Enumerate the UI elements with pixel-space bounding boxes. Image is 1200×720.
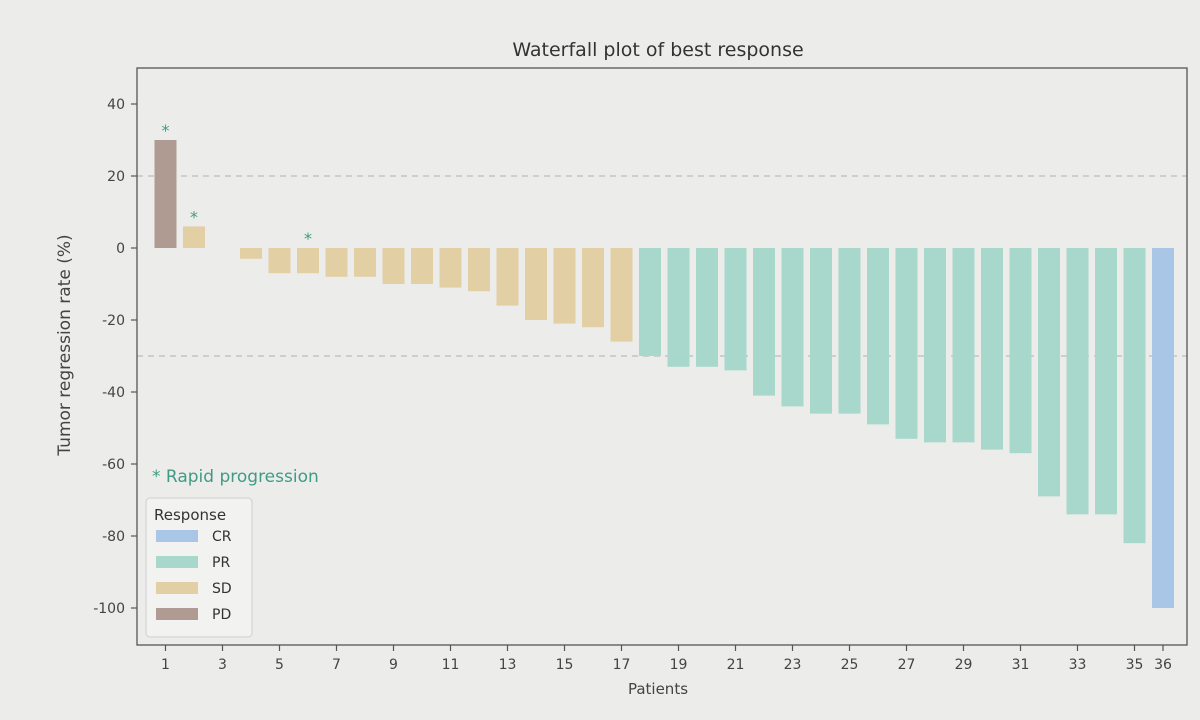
y-tick-label: 0	[116, 241, 125, 257]
y-axis-ticks: 40 20 0 -20 -40 -60 -80 -100	[93, 97, 137, 617]
legend-swatch-pr	[156, 556, 198, 568]
bar-patient-32	[1038, 248, 1060, 497]
bar-patient-18	[639, 248, 661, 356]
rapid-progression-marker: *	[162, 121, 170, 140]
bar-patient-28	[924, 248, 946, 443]
x-axis-ticks: 1 3 5 7 9 11 13 15 17 19 21 23 25 27 29 31 33 35 36	[161, 645, 1172, 673]
legend-entries: CR PR SD PD	[156, 529, 232, 623]
x-tick-label: 36	[1154, 657, 1172, 673]
x-tick-label: 7	[332, 657, 341, 673]
x-tick-label: 21	[727, 657, 745, 673]
bar-patient-1	[154, 140, 177, 248]
bar-patient-13	[496, 248, 519, 306]
y-tick-label: 20	[107, 169, 125, 185]
bar-patient-7	[325, 248, 348, 277]
y-tick-label: 40	[107, 97, 125, 113]
bar-patient-16	[582, 248, 604, 328]
y-tick-label: -20	[102, 313, 125, 329]
bar-patient-2	[183, 226, 205, 248]
x-tick-label: 13	[499, 657, 517, 673]
bar-patient-24	[810, 248, 832, 414]
chart-title: Waterfall plot of best response	[512, 39, 803, 61]
legend-title: Response	[154, 506, 226, 524]
bar-patient-4	[240, 248, 262, 259]
bar-patient-15	[553, 248, 576, 324]
legend-label-pd: PD	[212, 607, 231, 623]
bar-patient-10	[411, 248, 433, 284]
y-axis-label: Tumor regression rate (%)	[55, 234, 75, 456]
bar-patient-12	[468, 248, 490, 292]
x-tick-label: 19	[670, 657, 688, 673]
bar-patient-35	[1123, 248, 1146, 544]
legend: Response CR PR SD PD	[145, 497, 253, 638]
legend-swatch-cr	[156, 530, 198, 542]
bar-patient-29	[952, 248, 975, 443]
x-tick-label: 11	[442, 657, 460, 673]
rapid-progression-annotation: * Rapid progression	[152, 467, 319, 487]
x-axis-label: Patients	[628, 680, 688, 698]
legend-swatch-pd	[156, 608, 198, 620]
bar-patient-8	[354, 248, 376, 277]
bar-patient-17	[610, 248, 633, 342]
bars	[154, 140, 1174, 608]
legend-label-sd: SD	[212, 581, 232, 597]
bar-patient-6	[297, 248, 319, 274]
bar-patient-31	[1009, 248, 1032, 454]
x-tick-label: 25	[841, 657, 859, 673]
bar-patient-11	[439, 248, 462, 288]
x-tick-label: 5	[275, 657, 284, 673]
bar-patient-19	[667, 248, 690, 367]
x-tick-label: 29	[955, 657, 973, 673]
bar-patient-26	[867, 248, 889, 425]
bar-patient-22	[753, 248, 775, 396]
x-tick-label: 17	[613, 657, 631, 673]
bar-patient-33	[1066, 248, 1089, 515]
rapid-progression-marker: *	[304, 229, 312, 248]
x-tick-label: 23	[784, 657, 802, 673]
x-tick-label: 3	[218, 657, 227, 673]
x-tick-label: 15	[556, 657, 574, 673]
y-tick-label: -60	[102, 457, 125, 473]
bar-patient-34	[1095, 248, 1117, 515]
y-tick-label: -80	[102, 529, 125, 545]
bar-patient-14	[525, 248, 547, 320]
legend-swatch-sd	[156, 582, 198, 594]
y-tick-label: -40	[102, 385, 125, 401]
legend-label-cr: CR	[212, 529, 232, 545]
bar-patient-20	[696, 248, 718, 367]
bar-patient-25	[838, 248, 861, 414]
x-tick-label: 35	[1126, 657, 1144, 673]
x-tick-label: 9	[389, 657, 398, 673]
x-tick-label: 27	[898, 657, 916, 673]
x-tick-label: 33	[1069, 657, 1087, 673]
bar-patient-21	[724, 248, 747, 371]
bar-patient-9	[382, 248, 405, 284]
bar-patient-30	[981, 248, 1003, 450]
rapid-progression-marker: *	[190, 207, 198, 226]
x-tick-label: 1	[161, 657, 170, 673]
bar-patient-23	[781, 248, 804, 407]
x-tick-label: 31	[1012, 657, 1030, 673]
rapid-progression-markers: * * *	[162, 121, 313, 248]
bar-patient-36	[1152, 248, 1174, 608]
legend-label-pr: PR	[212, 555, 230, 571]
plot-frame	[136, 67, 1188, 646]
bar-patient-5	[268, 248, 291, 274]
y-tick-label: -100	[93, 601, 125, 617]
bar-patient-27	[895, 248, 918, 439]
